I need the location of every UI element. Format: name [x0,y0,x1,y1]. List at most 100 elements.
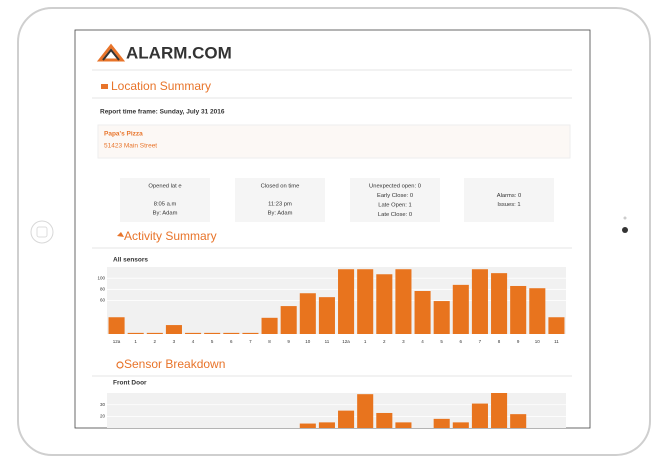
x-tick-label: 4 [192,339,195,344]
bar [433,301,450,334]
bar [452,284,469,334]
section-heading: Sensor Breakdown [124,357,225,371]
card-text: Closed on time [261,184,300,190]
bar [338,410,355,428]
x-tick-label: 1 [134,339,137,344]
x-tick-label: 10 [535,339,541,344]
bar [185,332,202,334]
sensor [623,216,627,220]
section-heading: Location Summary [111,79,211,93]
bar [433,418,450,428]
card-text: Opened lat e [148,184,181,190]
x-tick-label: 8 [268,339,271,344]
bar [108,317,125,334]
x-tick-label: 7 [249,339,252,344]
card-text: 8:05 a.m [154,202,177,208]
x-tick-label: 6 [230,339,233,344]
x-tick-label: 8 [498,339,501,344]
x-tick-label: 9 [287,339,290,344]
summary-card [235,178,325,222]
x-tick-label: 1 [364,339,367,344]
card-text: Early Close: 0 [377,193,413,199]
bar [471,403,488,428]
y-tick-label: 30 [100,402,106,407]
section-heading: Activity Summary [124,229,217,243]
bar [510,285,527,334]
bar [414,291,431,334]
bar [127,332,144,334]
card-text: Alarms: 0 [497,193,521,199]
bar [395,269,412,334]
bar [299,423,316,428]
bar [299,293,316,334]
x-tick-label: 2 [154,339,157,344]
logo-icon [96,43,126,62]
bar [376,274,393,334]
x-tick-label: 3 [173,339,176,344]
bar [338,269,355,334]
summary-card [120,178,210,222]
x-tick-label: 6 [460,339,463,344]
bar [357,394,374,428]
x-tick-label: 5 [440,339,443,344]
bar [452,422,469,428]
location-box [97,124,571,159]
home-button [30,220,54,244]
bar [491,273,508,334]
home-icon [36,226,48,238]
cards: Opened lat e 8:05 a.m By: Adam Closed on ti… [120,178,554,222]
card-text: Late Close: 0 [378,212,412,218]
bar [548,317,565,334]
camera [622,227,628,233]
bar [242,332,259,334]
section-icon [117,232,124,237]
y-tick-label: 100 [97,275,105,280]
chart-title: Front Door [113,380,147,387]
screen [74,29,591,429]
bar [376,412,393,428]
bar [529,288,546,334]
bar [491,393,508,428]
bar [146,332,163,334]
bar [471,269,488,334]
chart-title: All sensors [113,257,148,264]
bar [510,414,527,428]
time-frame: Report time frame: Sunday, July 31 2016 [100,109,225,116]
plot-area [107,393,566,428]
bar [223,332,240,334]
x-tick-label: 7 [479,339,482,344]
location-name: Papa's Pizza [104,131,143,138]
bar [280,306,297,334]
report: ALARM.COM Location Summary Report time f… [92,43,572,428]
y-tick-label: 20 [100,414,106,419]
y-tick-label: 80 [100,287,106,292]
x-tick-label: 10 [305,339,311,344]
card-text: Unexpected open: 0 [369,183,421,189]
summary-card [464,178,554,222]
bar [357,269,374,334]
x-tick-label: 12a [342,339,350,344]
x-tick-label: 5 [211,339,214,344]
card-text: Issues: 1 [497,202,520,208]
card-text: By: Adam [153,211,178,217]
card-text: Late Open: 1 [378,202,412,208]
x-tick-label: 3 [402,339,405,344]
bar [318,297,335,334]
x-tick-label: 11 [325,339,330,344]
bar [261,317,278,334]
bar [318,422,335,428]
section-icon [116,361,124,369]
logo: ALARM.COM [126,43,232,62]
bar [165,325,182,334]
x-tick-label: 9 [517,339,520,344]
logo-icon-inner [102,48,120,61]
card-text: By: Adam [268,211,293,217]
bar [204,332,221,334]
card-text: 11:23 pm [268,202,292,208]
x-tick-label: 2 [383,339,386,344]
location-address: 51423 Main Street [104,143,157,150]
x-tick-label: 4 [421,339,424,344]
bar [395,422,412,428]
x-tick-label: 12a [113,339,121,344]
